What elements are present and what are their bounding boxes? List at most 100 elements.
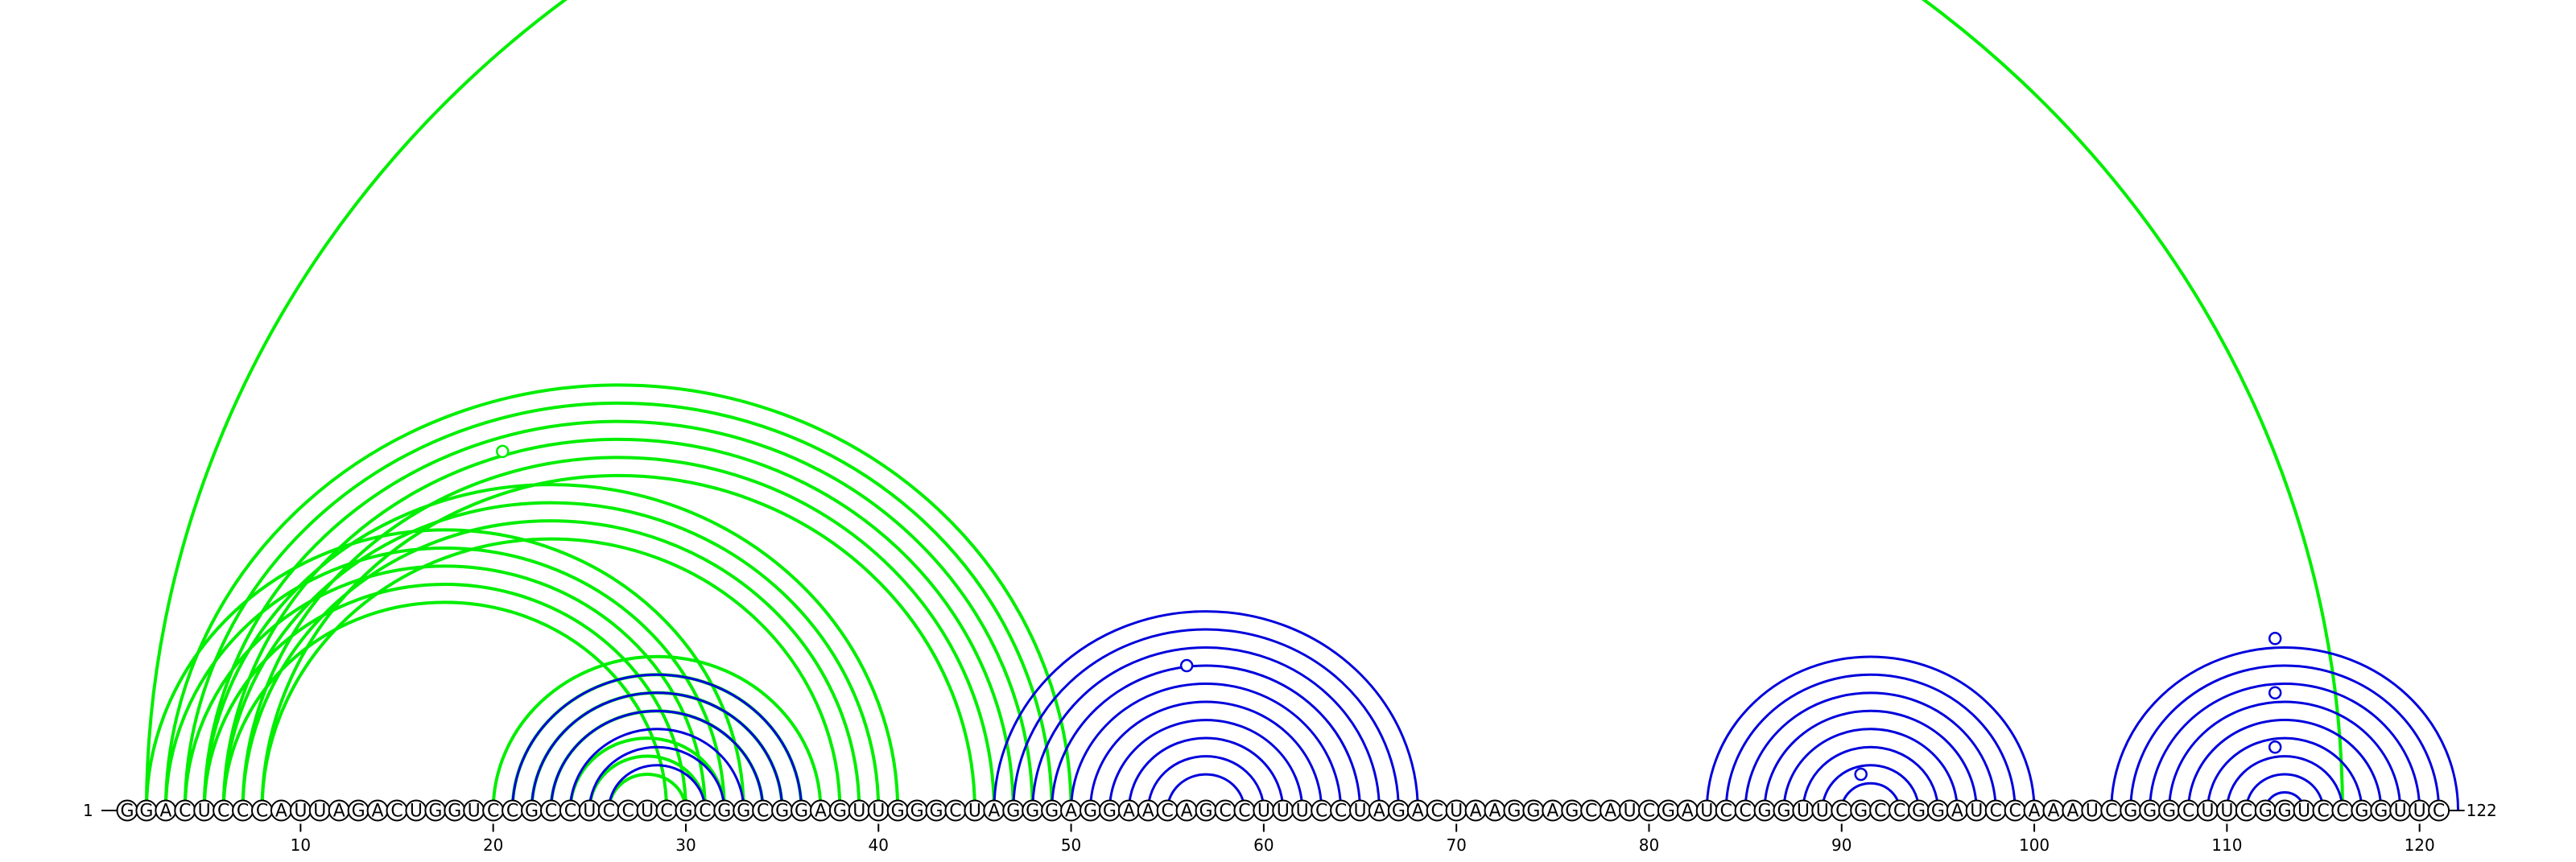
nucleotide-letter: G — [139, 802, 153, 822]
nucleotide-letter: G — [930, 802, 943, 822]
blue-arc — [2244, 773, 2325, 811]
nucleotide: C — [1831, 799, 1853, 822]
nucleotide-letter: G — [717, 802, 731, 822]
nucleotide-letter: U — [1257, 802, 1270, 822]
green-arc — [202, 483, 900, 811]
blue-arc — [1108, 719, 1304, 811]
blue-arc — [530, 691, 784, 811]
nucleotide: A — [983, 799, 1005, 822]
green-arc — [202, 582, 687, 811]
tick-label: 110 — [2211, 835, 2242, 855]
nucleotide: G — [1080, 799, 1101, 822]
nucleotide: C — [232, 799, 254, 822]
blue-arc — [1031, 646, 1381, 811]
nucleotide: C — [1580, 799, 1603, 822]
nucleotide: G — [1561, 799, 1583, 822]
nucleotide: C — [694, 799, 716, 822]
nucleotide: U — [1445, 799, 1468, 822]
nucleotide: G — [424, 799, 447, 822]
nucleotide-letter: C — [1835, 802, 1847, 822]
nucleotide: U — [1291, 799, 1314, 822]
blue-arc — [2168, 700, 2402, 811]
blue-arc — [2110, 646, 2460, 811]
nucleotide-letter: C — [2105, 802, 2117, 822]
nucleotide: C — [2100, 799, 2123, 822]
nucleotide: A — [1484, 799, 1506, 822]
green-arc — [163, 383, 1073, 811]
nucleotide-circle — [2428, 799, 2450, 822]
nucleotide: G — [2254, 799, 2277, 822]
nucleotide-letter: U — [1700, 802, 1713, 822]
blue-arc — [1705, 655, 2036, 811]
nucleotide: U — [1695, 799, 1718, 822]
nucleotide-letter: A — [1065, 802, 1077, 822]
nucleotide-letter: C — [1315, 802, 1327, 822]
nucleotide-letter: U — [2201, 802, 2214, 822]
blue-arc — [1744, 691, 1997, 811]
nucleotide-letter: G — [795, 802, 808, 822]
nucleotide: G — [1002, 799, 1025, 822]
nucleotide: C — [2178, 799, 2200, 822]
nucleotide: C — [1984, 799, 2007, 822]
nucleotide-letter: C — [699, 802, 711, 822]
nucleotide-letter: A — [275, 802, 287, 822]
tick-label: 80 — [1639, 835, 1659, 855]
blue-arc — [2129, 664, 2441, 811]
blue-arc — [2225, 755, 2344, 811]
nucleotide-letter: U — [198, 802, 211, 822]
nucleotide-letter: C — [545, 802, 557, 822]
tick-label: 30 — [675, 835, 696, 855]
nucleotide-letter: G — [1103, 802, 1117, 822]
blue-arc — [511, 673, 803, 811]
nucleotide-letter: U — [1816, 802, 1829, 822]
nucleotide: C — [1330, 799, 1352, 822]
blue-arc — [568, 728, 745, 811]
nucleotide: A — [366, 799, 389, 822]
blue-arc — [1763, 709, 1978, 811]
nucleotide: C — [502, 799, 524, 822]
nucleotide-letter: G — [2278, 802, 2292, 822]
tick-layer: 10 20 30 40 50 60 70 80 90 100 110 120 — [291, 823, 2435, 855]
nucleotide-letter: U — [1623, 802, 1636, 822]
nucleotide-letter: G — [1045, 802, 1059, 822]
nucleotide-letter: C — [1585, 802, 1597, 822]
nucleotide-letter: U — [2394, 802, 2407, 822]
tick-label: 60 — [1253, 835, 1274, 855]
nucleotide-letter: C — [1643, 802, 1655, 822]
nucleotide: G — [1195, 799, 1217, 822]
nucleotide: C — [1426, 799, 1448, 822]
nucleotide-letter: A — [988, 802, 1000, 822]
nucleotide: U — [2081, 799, 2103, 822]
nucleotide-letter: G — [2162, 802, 2176, 822]
nucleotide-letter: C — [506, 802, 518, 822]
nucleotide: G — [1657, 799, 1679, 822]
blue-arc — [1127, 736, 1285, 811]
blue-arc-layer — [511, 610, 2460, 811]
nucleotide-letter: C — [1335, 802, 1347, 822]
nucleotide: U — [1811, 799, 1834, 822]
nucleotide-letter: G — [525, 802, 539, 822]
nucleotide-letter: U — [410, 802, 423, 822]
nucleotide-letter: U — [313, 802, 326, 822]
nucleotide-letter: A — [1951, 802, 1963, 822]
nucleotide: G — [733, 799, 755, 822]
nucleotide: U — [1349, 799, 1372, 822]
nucleotide-letter: C — [2336, 802, 2348, 822]
nucleotide: U — [964, 799, 986, 822]
nucleotide-letter: C — [1874, 802, 1886, 822]
nucleotide: G — [1773, 799, 1795, 822]
green-arc — [241, 519, 861, 811]
nucleotide: U — [405, 799, 427, 822]
nucleotide-letter: G — [1084, 802, 1097, 822]
blue-arc — [1724, 673, 2017, 811]
nucleotide-letter: U — [2413, 802, 2426, 822]
nucleotide: G — [2273, 799, 2296, 822]
nucleotide-letter: G — [120, 802, 134, 822]
nucleotide-letter: G — [2374, 802, 2388, 822]
nucleotide: C — [597, 799, 620, 822]
nucleotide: G — [2370, 799, 2392, 822]
nucleotide-letter: U — [468, 802, 481, 822]
nucleotide-letter: U — [2220, 802, 2233, 822]
green-arc — [202, 419, 1034, 811]
